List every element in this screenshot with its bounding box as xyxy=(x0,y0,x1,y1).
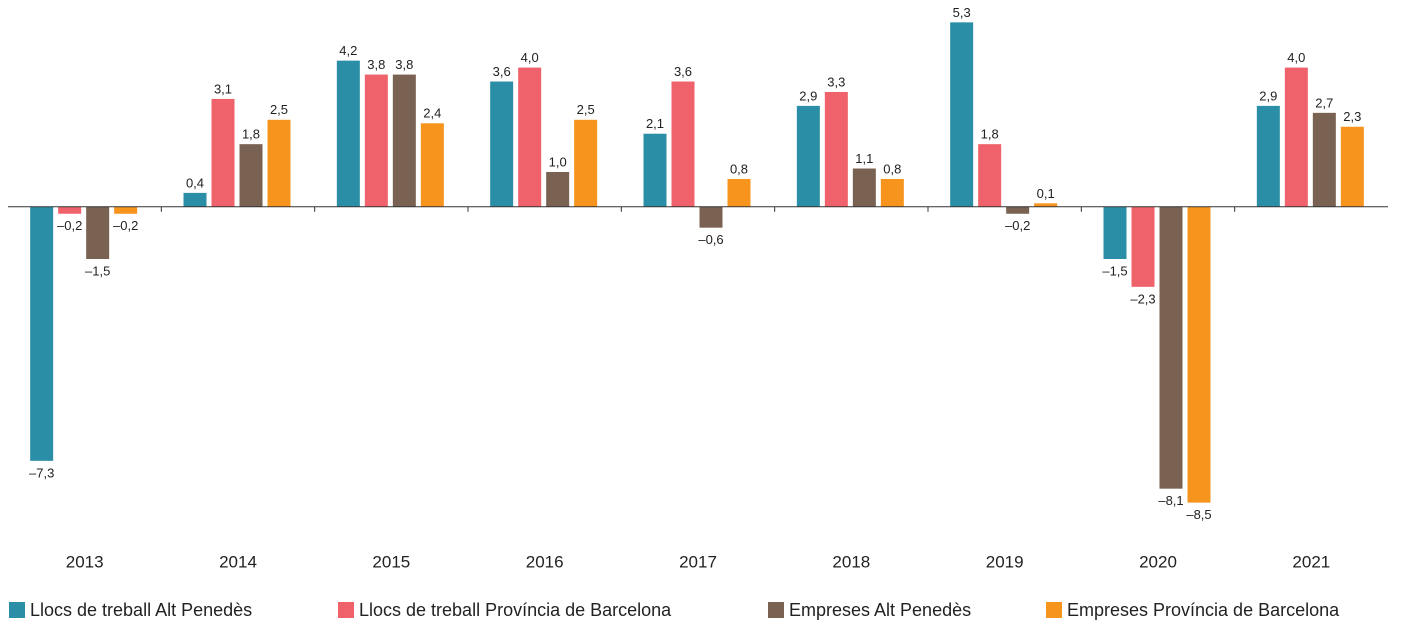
bar xyxy=(950,22,974,207)
value-label: 0,4 xyxy=(186,175,204,190)
value-label: –0,2 xyxy=(57,218,82,233)
x-tick-label: 2020 xyxy=(1139,552,1177,571)
value-label: 1,8 xyxy=(981,127,999,142)
bar xyxy=(114,206,138,214)
value-label: 2,9 xyxy=(799,88,817,103)
value-label: –7,3 xyxy=(29,465,54,480)
value-label: 4,0 xyxy=(521,50,539,65)
bar xyxy=(183,192,207,207)
bar xyxy=(546,172,570,207)
x-tick-label: 2013 xyxy=(66,552,104,571)
bar xyxy=(824,91,848,207)
bar xyxy=(574,119,598,207)
x-tick-label: 2014 xyxy=(219,552,257,571)
value-label: 0,8 xyxy=(730,161,748,176)
bar xyxy=(852,168,876,207)
bar xyxy=(643,133,667,207)
bar xyxy=(518,67,542,207)
bar xyxy=(727,178,751,207)
bar xyxy=(58,206,82,214)
legend-swatch xyxy=(338,602,354,618)
bar xyxy=(1006,206,1030,214)
bar xyxy=(880,178,904,207)
bar xyxy=(1103,206,1127,259)
value-label: –2,3 xyxy=(1130,291,1155,306)
value-label: –0,6 xyxy=(698,232,723,247)
value-label: 2,4 xyxy=(423,106,441,121)
x-tick-label: 2021 xyxy=(1292,552,1330,571)
value-label: 2,3 xyxy=(1343,109,1361,124)
value-label: 1,0 xyxy=(549,154,567,169)
bar xyxy=(1284,67,1308,207)
legend-swatch xyxy=(768,602,784,618)
legend-label: Llocs de treball Província de Barcelona xyxy=(359,600,672,620)
x-tick-label: 2019 xyxy=(986,552,1024,571)
bar xyxy=(211,98,235,207)
value-label: –1,5 xyxy=(85,263,110,278)
bar xyxy=(392,74,416,207)
legend-label: Empreses Alt Penedès xyxy=(789,600,971,620)
value-label: 3,6 xyxy=(674,64,692,79)
value-label: –8,5 xyxy=(1186,507,1211,522)
value-label: 5,3 xyxy=(953,5,971,20)
x-tick-label: 2016 xyxy=(526,552,564,571)
value-label: –1,5 xyxy=(1102,263,1127,278)
bar xyxy=(1159,206,1183,489)
x-tick-label: 2015 xyxy=(372,552,410,571)
bar xyxy=(699,206,723,228)
bar xyxy=(364,74,388,207)
value-label: 0,1 xyxy=(1037,186,1055,201)
value-label: 1,8 xyxy=(242,127,260,142)
value-label: –8,1 xyxy=(1158,493,1183,508)
x-tick-label: 2018 xyxy=(832,552,870,571)
bar xyxy=(671,81,695,207)
bar xyxy=(336,60,360,207)
legend-swatch xyxy=(1046,602,1062,618)
legend-label: Llocs de treball Alt Penedès xyxy=(30,600,252,620)
legend-label: Empreses Província de Barcelona xyxy=(1067,600,1340,620)
bar xyxy=(1131,206,1155,287)
value-label: 3,8 xyxy=(367,57,385,72)
value-label: 2,5 xyxy=(577,102,595,117)
value-label: 2,1 xyxy=(646,116,664,131)
bar xyxy=(1256,105,1280,207)
bar xyxy=(1187,206,1211,503)
value-label: 2,7 xyxy=(1315,95,1333,110)
bar xyxy=(30,206,54,461)
value-label: –0,2 xyxy=(1005,218,1030,233)
bar xyxy=(1034,203,1058,207)
value-label: 1,1 xyxy=(855,151,873,166)
bar xyxy=(1340,126,1364,207)
value-label: 3,3 xyxy=(827,74,845,89)
bar xyxy=(1312,112,1336,207)
bar xyxy=(86,206,110,259)
bar xyxy=(978,144,1002,207)
bar xyxy=(267,119,291,207)
value-label: 0,8 xyxy=(883,161,901,176)
value-label: 3,8 xyxy=(395,57,413,72)
bar xyxy=(420,123,444,207)
value-label: 2,5 xyxy=(270,102,288,117)
value-label: 2,9 xyxy=(1259,88,1277,103)
value-label: 4,0 xyxy=(1287,50,1305,65)
legend-swatch xyxy=(9,602,25,618)
x-tick-label: 2017 xyxy=(679,552,717,571)
bar xyxy=(239,144,263,207)
value-label: –0,2 xyxy=(113,218,138,233)
value-label: 4,2 xyxy=(339,43,357,58)
bar xyxy=(796,105,820,207)
value-label: 3,6 xyxy=(493,64,511,79)
bar xyxy=(490,81,514,207)
value-label: 3,1 xyxy=(214,81,232,96)
